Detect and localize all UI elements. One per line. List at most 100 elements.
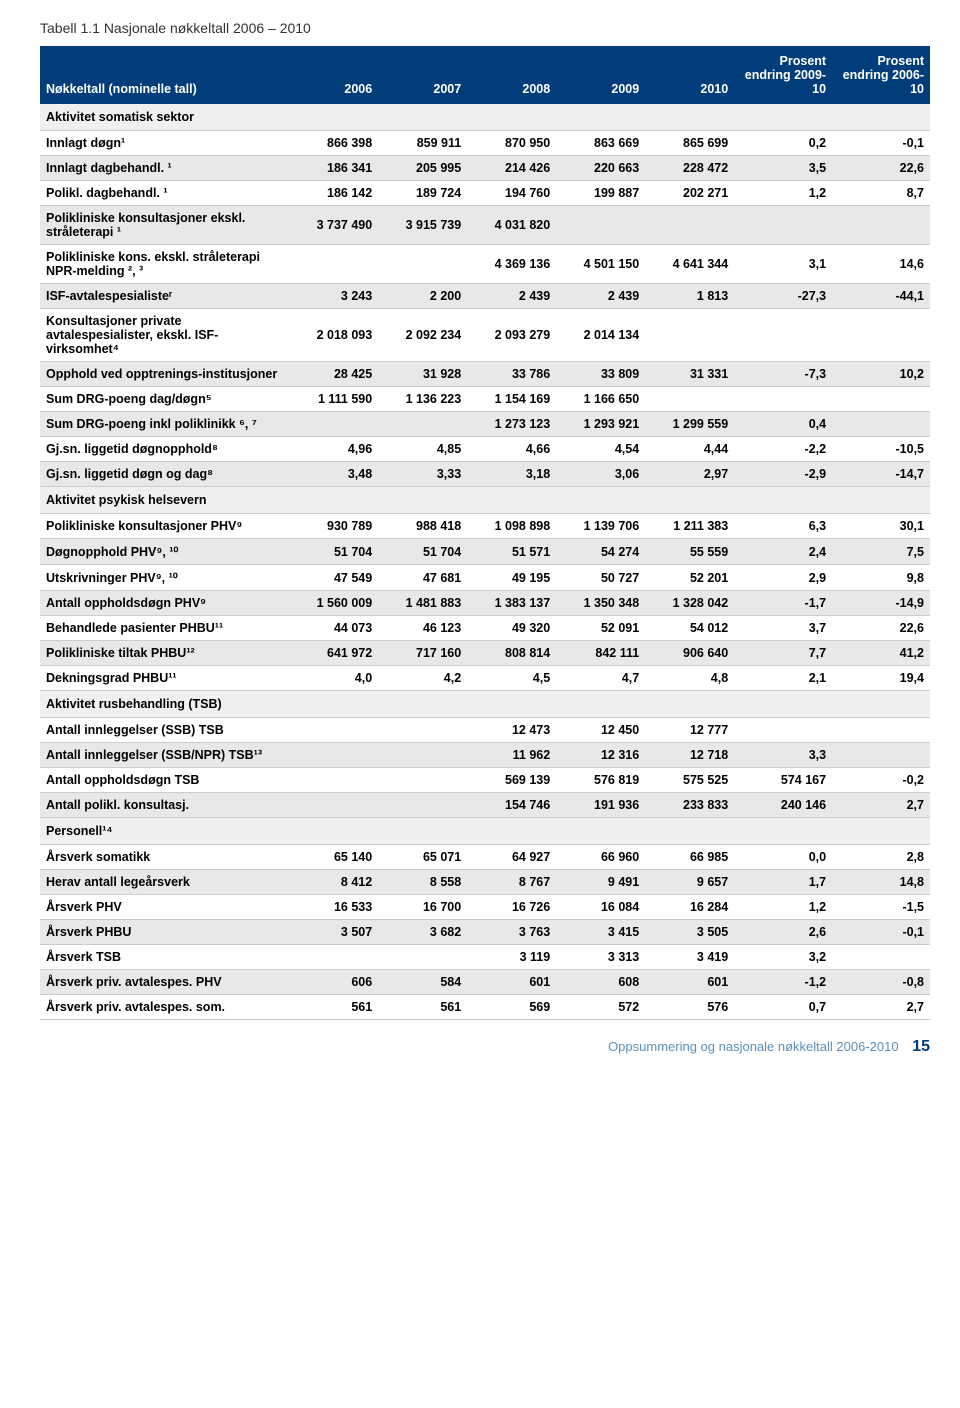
cell-value: 16 700 (378, 895, 467, 920)
cell-value: 1 154 169 (467, 387, 556, 412)
cell-value: 2 014 134 (556, 309, 645, 362)
cell-value: 859 911 (378, 131, 467, 156)
cell-value: -1,5 (832, 895, 930, 920)
cell-value: 842 111 (556, 641, 645, 666)
cell-value: 44 073 (289, 616, 378, 641)
cell-value: 3 682 (378, 920, 467, 945)
cell-value: 3 763 (467, 920, 556, 945)
cell-value: 2 093 279 (467, 309, 556, 362)
cell-value: 3,06 (556, 462, 645, 487)
cell-value: 576 819 (556, 768, 645, 793)
cell-value: 1,2 (734, 181, 832, 206)
section-row: Personell¹⁴ (40, 818, 930, 845)
cell-value: 12 316 (556, 743, 645, 768)
row-label: Polikliniske kons. ekskl. stråleterapi N… (40, 245, 289, 284)
cell-value: 561 (378, 995, 467, 1020)
row-label: Årsverk priv. avtalespes. som. (40, 995, 289, 1020)
cell-value: 2 439 (556, 284, 645, 309)
cell-value: 2,7 (832, 793, 930, 818)
table-row: Polikliniske konsultasjoner PHV⁹930 7899… (40, 514, 930, 539)
cell-value: -0,8 (832, 970, 930, 995)
cell-value: 4 369 136 (467, 245, 556, 284)
row-label: Årsverk somatikk (40, 845, 289, 870)
cell-value: -1,7 (734, 591, 832, 616)
col-year-1: 2007 (378, 46, 467, 104)
table-row: Antall oppholdsdøgn TSB569 139576 819575… (40, 768, 930, 793)
cell-value: 16 284 (645, 895, 734, 920)
cell-value: 240 146 (734, 793, 832, 818)
cell-value: 191 936 (556, 793, 645, 818)
cell-value: 1 383 137 (467, 591, 556, 616)
row-label: Opphold ved opptrenings-institusjoner (40, 362, 289, 387)
row-label: ISF-avtalespesialisteʳ (40, 284, 289, 309)
cell-value: 641 972 (289, 641, 378, 666)
row-label: Årsverk PHBU (40, 920, 289, 945)
cell-value (378, 743, 467, 768)
cell-value (289, 945, 378, 970)
data-table: Nøkkeltall (nominelle tall) 2006 2007 20… (40, 46, 930, 1020)
cell-value: 870 950 (467, 131, 556, 156)
cell-value: 2,1 (734, 666, 832, 691)
page-footer: Oppsummering og nasjonale nøkkeltall 200… (40, 1038, 930, 1056)
cell-value: 988 418 (378, 514, 467, 539)
row-label: Årsverk PHV (40, 895, 289, 920)
cell-value: 28 425 (289, 362, 378, 387)
row-label: Polikliniske konsultasjoner ekskl. strål… (40, 206, 289, 245)
cell-value: 4 501 150 (556, 245, 645, 284)
row-label: Utskrivninger PHV⁹, ¹⁰ (40, 565, 289, 591)
cell-value: 30,1 (832, 514, 930, 539)
row-label: Sum DRG-poeng dag/døgn⁵ (40, 387, 289, 412)
cell-value: 2 018 093 (289, 309, 378, 362)
cell-value: 3 243 (289, 284, 378, 309)
cell-value: 55 559 (645, 539, 734, 565)
cell-value: 49 195 (467, 565, 556, 591)
cell-value: 4,85 (378, 437, 467, 462)
cell-value: 1 293 921 (556, 412, 645, 437)
cell-value: 930 789 (289, 514, 378, 539)
cell-value: 47 549 (289, 565, 378, 591)
cell-value: 65 140 (289, 845, 378, 870)
cell-value (645, 206, 734, 245)
row-label: Innlagt døgn¹ (40, 131, 289, 156)
row-label: Gj.sn. liggetid døgnopphold⁸ (40, 437, 289, 462)
cell-value: 3 313 (556, 945, 645, 970)
cell-value: 8 558 (378, 870, 467, 895)
table-row: Sum DRG-poeng dag/døgn⁵1 111 5901 136 22… (40, 387, 930, 412)
row-label: Dekningsgrad PHBU¹¹ (40, 666, 289, 691)
section-title: Personell¹⁴ (40, 818, 930, 845)
col-year-4: 2010 (645, 46, 734, 104)
row-label: Antall oppholdsdøgn PHV⁹ (40, 591, 289, 616)
cell-value: 8 767 (467, 870, 556, 895)
cell-value: 22,6 (832, 616, 930, 641)
table-row: Årsverk priv. avtalespes. som.5615615695… (40, 995, 930, 1020)
cell-value: 3 915 739 (378, 206, 467, 245)
cell-value: 220 663 (556, 156, 645, 181)
table-row: Gj.sn. liggetid døgnopphold⁸4,964,854,66… (40, 437, 930, 462)
row-label: Antall oppholdsdøgn TSB (40, 768, 289, 793)
cell-value: 717 160 (378, 641, 467, 666)
cell-value: 3 415 (556, 920, 645, 945)
section-row: Aktivitet psykisk helsevern (40, 487, 930, 514)
row-label: Konsultasjoner private avtalespesialiste… (40, 309, 289, 362)
cell-value: 31 331 (645, 362, 734, 387)
cell-value: 10,2 (832, 362, 930, 387)
cell-value: 572 (556, 995, 645, 1020)
cell-value: 1 560 009 (289, 591, 378, 616)
cell-value: 51 704 (378, 539, 467, 565)
cell-value: 866 398 (289, 131, 378, 156)
cell-value: 3 507 (289, 920, 378, 945)
cell-value: 16 084 (556, 895, 645, 920)
cell-value (734, 206, 832, 245)
cell-value (378, 718, 467, 743)
section-row: Aktivitet somatisk sektor (40, 104, 930, 131)
table-row: Årsverk PHBU3 5073 6823 7633 4153 5052,6… (40, 920, 930, 945)
cell-value: 865 699 (645, 131, 734, 156)
cell-value: 233 833 (645, 793, 734, 818)
cell-value: 3,33 (378, 462, 467, 487)
cell-value (378, 412, 467, 437)
table-row: Polikliniske konsultasjoner ekskl. strål… (40, 206, 930, 245)
cell-value: 3,3 (734, 743, 832, 768)
cell-value: 3 737 490 (289, 206, 378, 245)
cell-value: 2,6 (734, 920, 832, 945)
cell-value (289, 793, 378, 818)
